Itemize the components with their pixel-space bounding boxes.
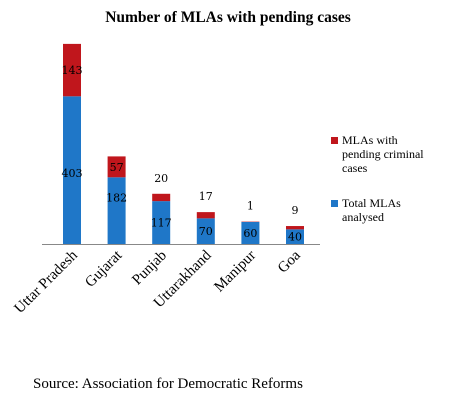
data-label-pending-uttarakhand: 17 (199, 190, 213, 203)
bar-total-goa (286, 229, 304, 244)
data-label-total-goa: 40 (288, 231, 302, 244)
bar-pending-goa (286, 226, 304, 230)
bar-total-gujarat (107, 177, 126, 244)
data-label-pending-manipur: 1 (247, 200, 254, 213)
chart-title: Number of MLAs with pending cases (105, 9, 351, 26)
bar-total-punjab (152, 201, 171, 244)
bar-pending-gujarat (107, 156, 126, 178)
bar-total-manipur (241, 222, 260, 244)
data-label-total-manipur: 60 (243, 227, 257, 240)
x-tick-gujarat: Gujarat (82, 247, 126, 291)
data-label-total-uttarakhand: 70 (199, 225, 213, 238)
bar-pending-uttar-pradesh (63, 43, 81, 97)
bars-group: 403 143 182 57 117 20 70 17 60 1 40 9 (62, 43, 304, 244)
data-label-pending-punjab: 20 (154, 172, 168, 185)
legend: MLAs with pending criminal cases Total MLAs… (331, 133, 424, 224)
bar-pending-uttarakhand (196, 212, 215, 219)
data-label-total-punjab: 117 (151, 217, 172, 230)
legend-swatch-0 (331, 137, 338, 144)
bar-pending-punjab (152, 193, 171, 202)
legend-label-1: Total MLAs analysed (342, 196, 401, 224)
bar-total-uttar-pradesh (63, 96, 81, 244)
source-note: Source: Association for Democratic Refor… (33, 376, 303, 392)
data-label-pending-gujarat: 57 (110, 161, 124, 174)
x-tick-uttar-pradesh: Uttar Pradesh (11, 247, 81, 317)
data-label-pending-goa: 9 (292, 204, 299, 217)
data-label-total-uttar-pradesh: 403 (62, 167, 83, 180)
bar-total-uttarakhand (196, 218, 215, 244)
data-label-total-gujarat: 182 (106, 192, 127, 205)
data-label-pending-uttar-pradesh: 143 (62, 64, 83, 77)
x-tick-labels: Uttar Pradesh Gujarat PunjabUttarakhandMan… (11, 247, 304, 317)
x-tick-punjab: Punjab (129, 248, 170, 289)
legend-swatch-1 (331, 200, 338, 207)
x-tick-manipur: Manipur (211, 248, 259, 296)
legend-label-0: MLAs with pending criminal cases (342, 133, 424, 175)
x-tick-goa: Goa (275, 247, 304, 276)
